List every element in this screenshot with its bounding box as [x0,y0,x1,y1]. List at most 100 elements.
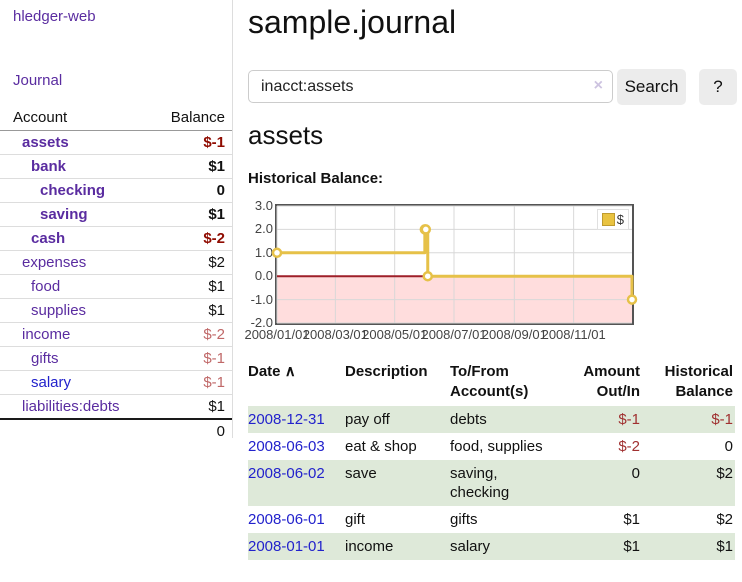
y-tick-label: 0.0 [254,268,273,284]
register-body: 2008-12-31 pay off debts $-1 $-1 2008-06-03 ea… [248,406,735,560]
account-link-saving[interactable]: saving [40,206,88,223]
transaction-balance: $2 [716,511,733,528]
main-content: sample.journal × Search ? assets Histori… [244,0,742,582]
transaction-accounts: saving, checking [450,465,510,501]
y-tick-label: -1.0 [250,291,273,307]
legend-label: $ [616,212,624,227]
account-link-expenses[interactable]: expenses [22,254,87,271]
x-tick-label: 2008/05/01 [362,327,428,342]
account-row: income $-2 [0,322,232,347]
account-row: checking 0 [0,178,232,203]
help-button[interactable]: ? [699,69,737,105]
transaction-accounts: salary [450,538,491,555]
account-link-salary[interactable]: salary [31,374,72,391]
account-row: liabilities:debts $1 [0,394,232,420]
chart-legend: $ [596,209,629,230]
account-link-cash[interactable]: cash [31,230,66,247]
account-balance: $-1 [153,370,232,395]
account-balance: $1 [153,394,232,420]
y-tick-label: 3.0 [254,198,273,213]
transaction-description: save [345,465,377,482]
account-link-assets[interactable]: assets [22,134,69,151]
x-tick-label: 2008/01/01 [244,327,310,342]
register-table: Date ∧ Description To/From Account(s) Am… [248,358,735,560]
account-heading: assets [248,120,324,150]
register-header-date[interactable]: Date ∧ [248,363,296,380]
account-row: saving $1 [0,202,232,227]
clear-search-icon[interactable]: × [593,77,603,94]
account-row: salary $-1 [0,370,232,395]
account-link-liabilities-debts[interactable]: liabilities:debts [22,398,120,415]
account-link-food[interactable]: food [31,278,61,295]
transaction-accounts: food, supplies [450,438,543,455]
transaction-date: 2008-12-31 [248,406,345,433]
accounts-total-row: 0 [0,419,232,443]
account-balance: $-2 [153,226,232,251]
account-balance: $-1 [153,346,232,371]
account-link-supplies[interactable]: supplies [31,302,87,319]
transaction-date-link[interactable]: 2008-06-02 [248,465,325,482]
account-row: expenses $2 [0,250,232,275]
transaction-description: gift [345,511,366,528]
chart-title: Historical Balance: [248,170,384,187]
account-row: bank $1 [0,154,232,179]
transaction-amount: $1 [623,538,640,555]
transaction-description: eat & shop [345,438,417,455]
search-input[interactable] [248,70,613,103]
y-tick-label: -2.0 [250,315,273,330]
accounts-header-balance: Balance [153,106,232,131]
accounts-table: Account Balance assets $-1 bank $1 checking 0… [0,106,232,443]
transaction-date-link[interactable]: 2008-01-01 [248,538,325,555]
transaction-row: 2008-06-03 eat & shop food, supplies $-2 0 [248,433,735,460]
transaction-amount: $1 [623,511,640,528]
account-balance: $1 [153,202,232,227]
transaction-date-link[interactable]: 2008-06-03 [248,438,325,455]
account-row: assets $-1 [0,130,232,155]
transaction-row: 2008-12-31 pay off debts $-1 $-1 [248,406,735,433]
account-link-gifts[interactable]: gifts [31,350,59,367]
sidebar-item-journal[interactable]: Journal [13,72,63,89]
legend-swatch-icon [601,213,615,226]
transaction-date-link[interactable]: 2008-06-01 [248,511,325,528]
accounts-total: 0 [216,423,225,440]
transaction-date: 2008-06-02 [248,460,345,506]
account-row: food $1 [0,274,232,299]
register-header-accounts: To/From Account(s) [450,363,529,400]
search-button[interactable]: Search [617,69,686,105]
account-link-income[interactable]: income [22,326,71,343]
transaction-row: 2008-01-01 income salary $1 $1 [248,533,735,560]
chart-plot-area: $ [271,204,638,325]
app-brand-link[interactable]: hledger-web [13,8,96,25]
transaction-amount: 0 [631,465,640,482]
account-link-bank[interactable]: bank [31,158,67,175]
transaction-amount: $-1 [618,411,640,428]
transaction-accounts: gifts [450,511,478,528]
account-balance: $1 [153,154,232,179]
account-balance: $1 [153,274,232,299]
register-header-description: Description [345,363,428,380]
historical-balance-chart: 3.0 2.0 1.0 0.0 -1.0 -2.0 $ 2008/01/01 2008/03… [244,196,665,344]
account-balance: $2 [153,250,232,275]
sidebar: hledger-web Journal Account Balance asse… [0,0,233,440]
transaction-date-link[interactable]: 2008-12-31 [248,411,325,428]
x-tick-label: 2008/11/01 [541,327,606,342]
account-row: cash $-2 [0,226,232,251]
register-header-amount: Amount Out/In [583,363,640,400]
page-title: sample.journal [248,4,457,40]
transaction-description: income [345,538,394,555]
x-tick-label: 2008/07/01 [421,327,487,342]
account-balance: $-1 [153,130,232,155]
x-tick-label: 2008/03/01 [302,327,368,342]
account-link-checking[interactable]: checking [40,182,106,199]
transaction-row: 2008-06-01 gift gifts $1 $2 [248,506,735,533]
accounts-header-account: Account [0,106,154,131]
transaction-row: 2008-06-02 save saving, checking 0 $2 [248,460,735,506]
account-row: gifts $-1 [0,346,232,371]
account-row: supplies $1 [0,298,232,323]
y-tick-label: 2.0 [254,221,273,237]
transaction-balance: $2 [716,465,733,482]
accounts-body: assets $-1 bank $1 checking 0 saving $1 cash $-2 e… [0,130,232,444]
x-tick-label: 2008/09/01 [481,327,547,342]
transaction-balance: 0 [724,438,733,455]
transaction-amount: $-2 [618,438,640,455]
